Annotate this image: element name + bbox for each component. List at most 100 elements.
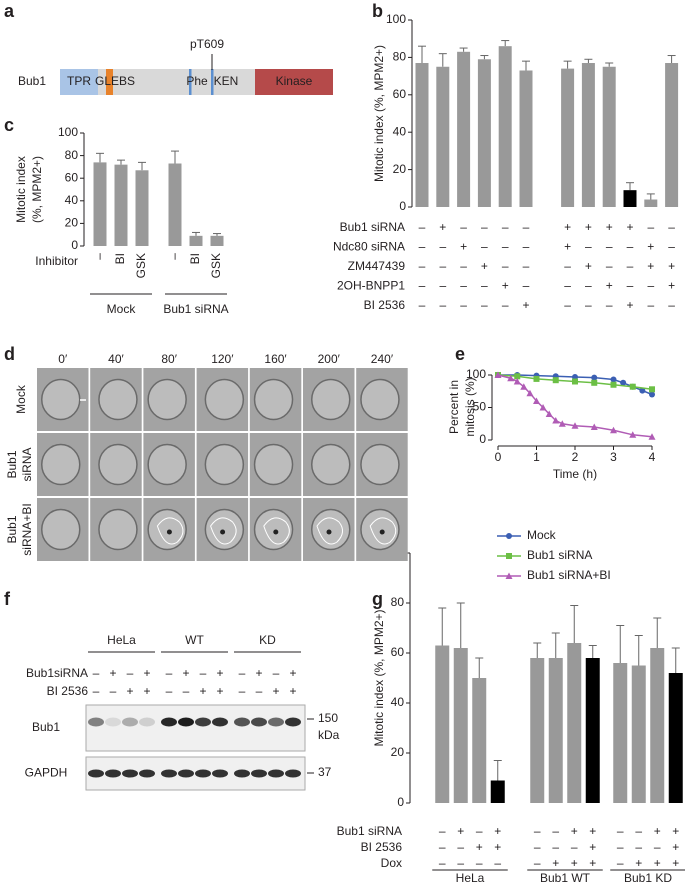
condition-sign: – [502, 259, 509, 273]
y-tick-label: 80 [393, 50, 407, 64]
cell [98, 508, 138, 551]
x-tick-label: GSK [134, 253, 148, 278]
condition-sign: – [654, 840, 661, 854]
condition-sign: – [419, 240, 426, 254]
chromosome [220, 529, 226, 535]
point [513, 378, 521, 385]
band [285, 717, 301, 727]
time-label: 240′ [371, 352, 394, 366]
condition-sign: – [564, 259, 571, 273]
condition-sign: – [481, 240, 488, 254]
point [494, 371, 502, 378]
point [514, 373, 521, 380]
region-label: TPR [67, 74, 91, 88]
point [629, 431, 637, 438]
chromosome [379, 529, 385, 535]
condition-sign: + [552, 856, 559, 870]
point [520, 383, 528, 390]
time-label: 0′ [58, 352, 68, 366]
point [629, 383, 636, 390]
condition-sign: – [502, 240, 509, 254]
bar [490, 780, 505, 803]
condition-sign: + [143, 684, 150, 698]
band [122, 717, 138, 727]
condition-sign: – [419, 220, 426, 234]
condition-sign: + [668, 259, 675, 273]
condition-sign: + [109, 666, 116, 680]
point [639, 387, 646, 394]
legend-marker [506, 533, 512, 539]
condition-label: Dox [381, 856, 402, 870]
condition-sign: – [481, 220, 488, 234]
condition-sign: – [552, 840, 559, 854]
bar [453, 648, 468, 803]
condition-label: Bub1siRNA [26, 666, 88, 680]
point [539, 404, 547, 411]
cell [147, 508, 187, 551]
row-label: Bub1 [5, 515, 19, 543]
y-tick-label: 40 [393, 124, 407, 138]
condition-sign: + [289, 684, 296, 698]
panel-label: g [372, 589, 383, 609]
x-tick-label: – [167, 253, 181, 260]
condition-sign: + [439, 220, 446, 234]
y-tick-label: 50 [473, 400, 487, 414]
bar [135, 170, 149, 246]
chromosome-outline [156, 517, 184, 545]
condition-sign: – [606, 298, 613, 312]
region-label: Kinase [276, 74, 313, 88]
bar [567, 643, 582, 803]
cell [253, 443, 294, 486]
point [572, 373, 578, 380]
point [507, 374, 515, 382]
point [552, 417, 560, 424]
condition-sign: + [199, 684, 206, 698]
panel-label: e [455, 344, 465, 364]
x-tick-label: 0 [495, 450, 502, 464]
blot-label: GAPDH [25, 766, 68, 780]
protein-name: Bub1 [18, 74, 46, 88]
condition-label: ZM447439 [348, 259, 406, 273]
condition-sign: + [668, 279, 675, 293]
group-label: HeLa [107, 633, 136, 647]
condition-sign: – [183, 684, 190, 698]
y-tick-label: 60 [391, 645, 405, 659]
condition-sign: + [460, 240, 467, 254]
bar [613, 663, 628, 803]
bar [650, 648, 665, 803]
condition-sign: – [617, 840, 624, 854]
x-tick-label: BI [188, 253, 202, 264]
condition-sign: + [143, 666, 150, 680]
marker-label: 150 [318, 711, 338, 725]
x-axis-label: Inhibitor [35, 254, 78, 268]
row-label: siRNA+BI [20, 503, 34, 555]
condition-label: BI 2536 [47, 684, 89, 698]
marker-label: kDa [318, 728, 340, 742]
bar [477, 59, 491, 207]
condition-sign: – [585, 240, 592, 254]
condition-sign: – [439, 298, 446, 312]
condition-sign: – [93, 666, 100, 680]
bar [548, 658, 563, 803]
bar [602, 66, 616, 207]
condition-sign: + [564, 220, 571, 234]
point [591, 374, 598, 381]
time-label: 80′ [161, 352, 177, 366]
bar [668, 673, 683, 803]
condition-sign: – [502, 220, 509, 234]
condition-sign: – [439, 824, 446, 838]
bar [631, 665, 646, 803]
condition-sign: + [589, 856, 596, 870]
condition-sign: – [523, 259, 530, 273]
point [649, 386, 655, 393]
condition-label: BI 2536 [361, 840, 403, 854]
condition-sign: – [627, 279, 634, 293]
band [139, 717, 155, 727]
condition-sign: + [626, 220, 633, 234]
x-tick-label: 1 [533, 450, 540, 464]
chromosome [273, 529, 279, 535]
band [234, 717, 250, 727]
condition-sign: – [647, 298, 654, 312]
condition-label: 2OH-BNPP1 [337, 279, 405, 293]
band [122, 769, 138, 778]
